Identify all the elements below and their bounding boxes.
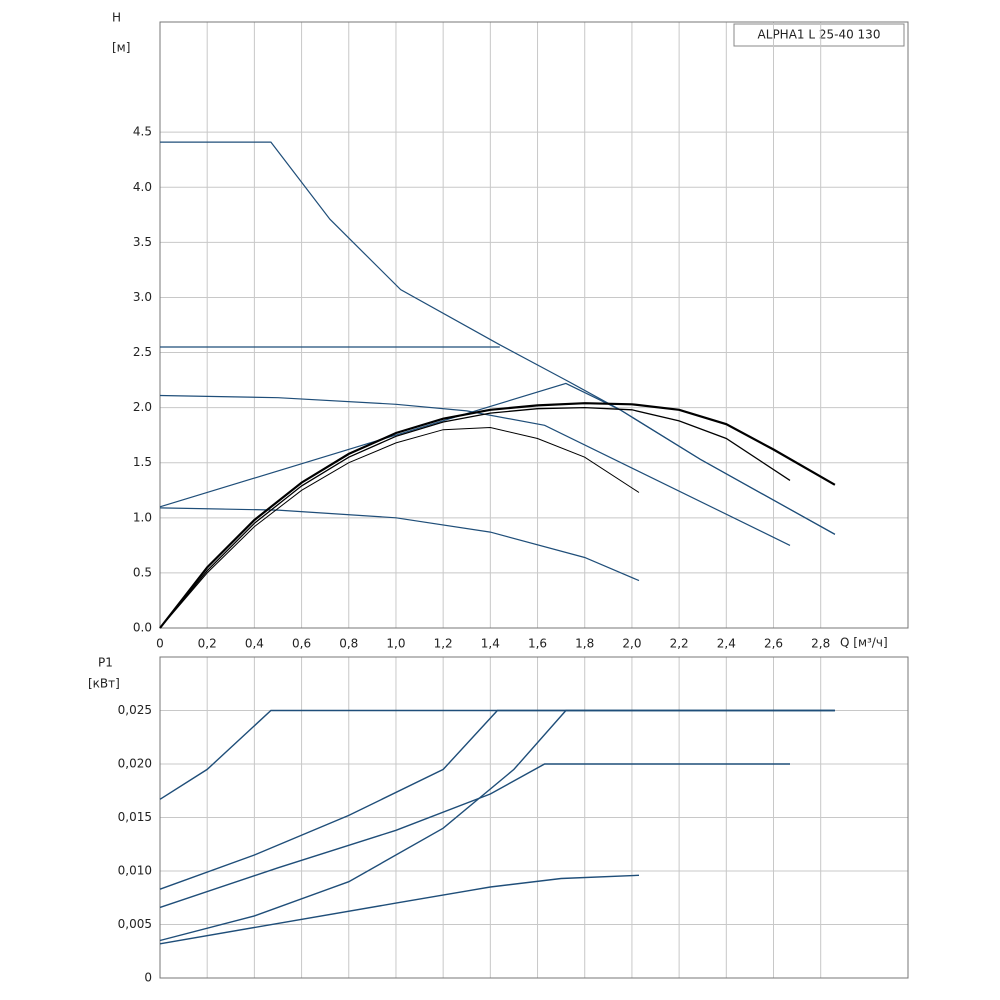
plot-border bbox=[159, 21, 909, 629]
y-axis-label: H bbox=[112, 11, 121, 25]
y-axis-unit: [кВт] bbox=[88, 677, 120, 691]
curve bbox=[159, 709, 835, 890]
annotation: ALPHA1 L 25-40 130 bbox=[758, 28, 881, 42]
y-axis-label: P1 bbox=[98, 656, 113, 670]
curve bbox=[159, 402, 836, 629]
x-tick-label: 0,4 bbox=[245, 637, 264, 651]
y-tick-label: 0.0 bbox=[133, 621, 152, 635]
plot-border bbox=[159, 656, 909, 979]
x-axis-label: Q [м³/ч] bbox=[840, 636, 888, 650]
curve bbox=[159, 406, 791, 629]
x-tick-label: 0,2 bbox=[198, 637, 217, 651]
y-tick-label: 1.0 bbox=[133, 510, 152, 524]
x-tick-label: 1,8 bbox=[575, 637, 594, 651]
y-tick-label: 0,015 bbox=[118, 810, 152, 824]
y-tick-label: 1.5 bbox=[133, 455, 152, 469]
y-tick-label: 2.5 bbox=[133, 345, 152, 359]
y-tick-label: 2.0 bbox=[133, 400, 152, 414]
x-tick-label: 0,6 bbox=[292, 637, 311, 651]
curve bbox=[159, 426, 640, 629]
y-tick-label: 4.0 bbox=[133, 180, 152, 194]
y-tick-label: 3.5 bbox=[133, 235, 152, 249]
x-tick-label: 1,6 bbox=[528, 637, 547, 651]
y-tick-label: 0,020 bbox=[118, 757, 152, 771]
y-tick-label: 0,010 bbox=[118, 864, 152, 878]
curve bbox=[159, 394, 791, 546]
annotation-box bbox=[733, 23, 905, 47]
y-tick-label: 4.5 bbox=[133, 125, 152, 139]
y-axis-unit: [м] bbox=[112, 41, 130, 55]
x-tick-label: 2,6 bbox=[764, 637, 783, 651]
x-tick-label: 2,0 bbox=[622, 637, 641, 651]
curve bbox=[159, 507, 640, 582]
x-tick-label: 2,4 bbox=[717, 637, 736, 651]
x-tick-label: 2,8 bbox=[811, 637, 830, 651]
x-tick-label: 1,4 bbox=[481, 637, 500, 651]
x-tick-label: 2,2 bbox=[670, 637, 689, 651]
x-tick-label: 0 bbox=[156, 637, 164, 651]
x-tick-label: 1,0 bbox=[386, 637, 405, 651]
curve bbox=[159, 709, 835, 942]
x-tick-label: 1,2 bbox=[434, 637, 453, 651]
y-tick-label: 0,005 bbox=[118, 917, 152, 931]
y-tick-label: 0,025 bbox=[118, 703, 152, 717]
curve bbox=[159, 763, 790, 909]
x-tick-label: 0,8 bbox=[339, 637, 358, 651]
y-tick-label: 3.0 bbox=[133, 290, 152, 304]
curve bbox=[159, 874, 640, 945]
y-tick-label: 0.5 bbox=[133, 565, 152, 579]
y-tick-label: 0 bbox=[144, 971, 152, 985]
